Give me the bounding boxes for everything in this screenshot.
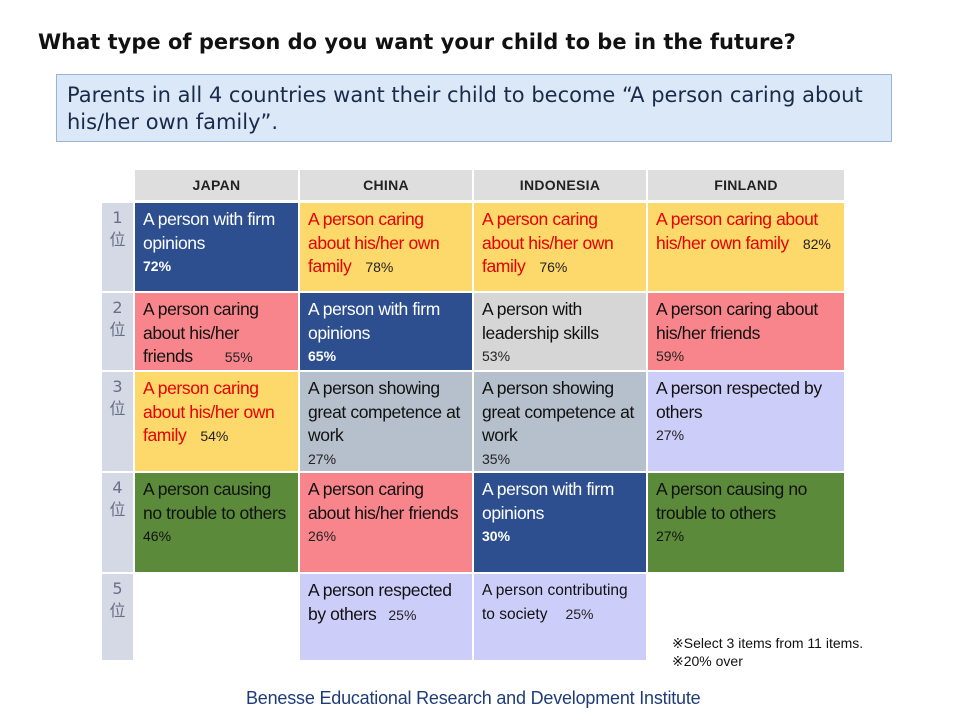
cell-rank4-japan: A person causing no trouble to others 46% bbox=[135, 473, 298, 572]
cell-rank1-indonesia: A person caring about his/her own family… bbox=[474, 203, 646, 291]
page-title: What type of person do you want your chi… bbox=[38, 30, 796, 54]
cell-rank2-china: A person with firm opinions 65% bbox=[300, 293, 472, 370]
footnote-line-1: ※Select 3 items from 11 items. bbox=[672, 635, 864, 651]
column-header-japan: JAPAN bbox=[135, 170, 298, 200]
column-header-china: CHINA bbox=[300, 170, 472, 200]
cell-rank2-finland: A person caring about his/her friends 59% bbox=[648, 293, 844, 370]
cell-rank3-finland: A person respected by others 27% bbox=[648, 372, 844, 471]
cell-rank3-indonesia: A person showing great competence at wor… bbox=[474, 372, 646, 471]
cell-rank4-indonesia: A person with firm opinions 30% bbox=[474, 473, 646, 572]
column-header-finland: FINLAND bbox=[648, 170, 844, 200]
footnote: ※Select 3 items from 11 items. ※20% over bbox=[672, 634, 863, 670]
cell-rank2-japan: A person caring about his/her friends 55% bbox=[135, 293, 298, 370]
cell-rank3-japan: A person caring about his/her own family… bbox=[135, 372, 298, 471]
summary-callout: Parents in all 4 countries want their ch… bbox=[56, 74, 892, 142]
cell-rank1-japan: A person with firm opinions 72% bbox=[135, 203, 298, 291]
cell-rank1-china: A person caring about his/her own family… bbox=[300, 203, 472, 291]
cell-rank1-finland: A person caring about his/her own family… bbox=[648, 203, 844, 291]
footer-institute: Benesse Educational Research and Develop… bbox=[246, 688, 701, 708]
cell-rank3-china: A person showing great competence at wor… bbox=[300, 372, 472, 471]
cell-rank4-china: A person caring about his/her friends 26% bbox=[300, 473, 472, 572]
cell-rank2-indonesia: A person with leadership skills 53% bbox=[474, 293, 646, 370]
footnote-line-2: ※20% over bbox=[672, 653, 743, 669]
cell-rank5-china: A person respected by others 25% bbox=[300, 574, 472, 660]
cell-rank4-finland: A person causing no trouble to others 27% bbox=[648, 473, 844, 572]
cell-rank5-indonesia: A person contributing to society 25% bbox=[474, 574, 646, 660]
column-header-indonesia: INDONESIA bbox=[474, 170, 646, 200]
